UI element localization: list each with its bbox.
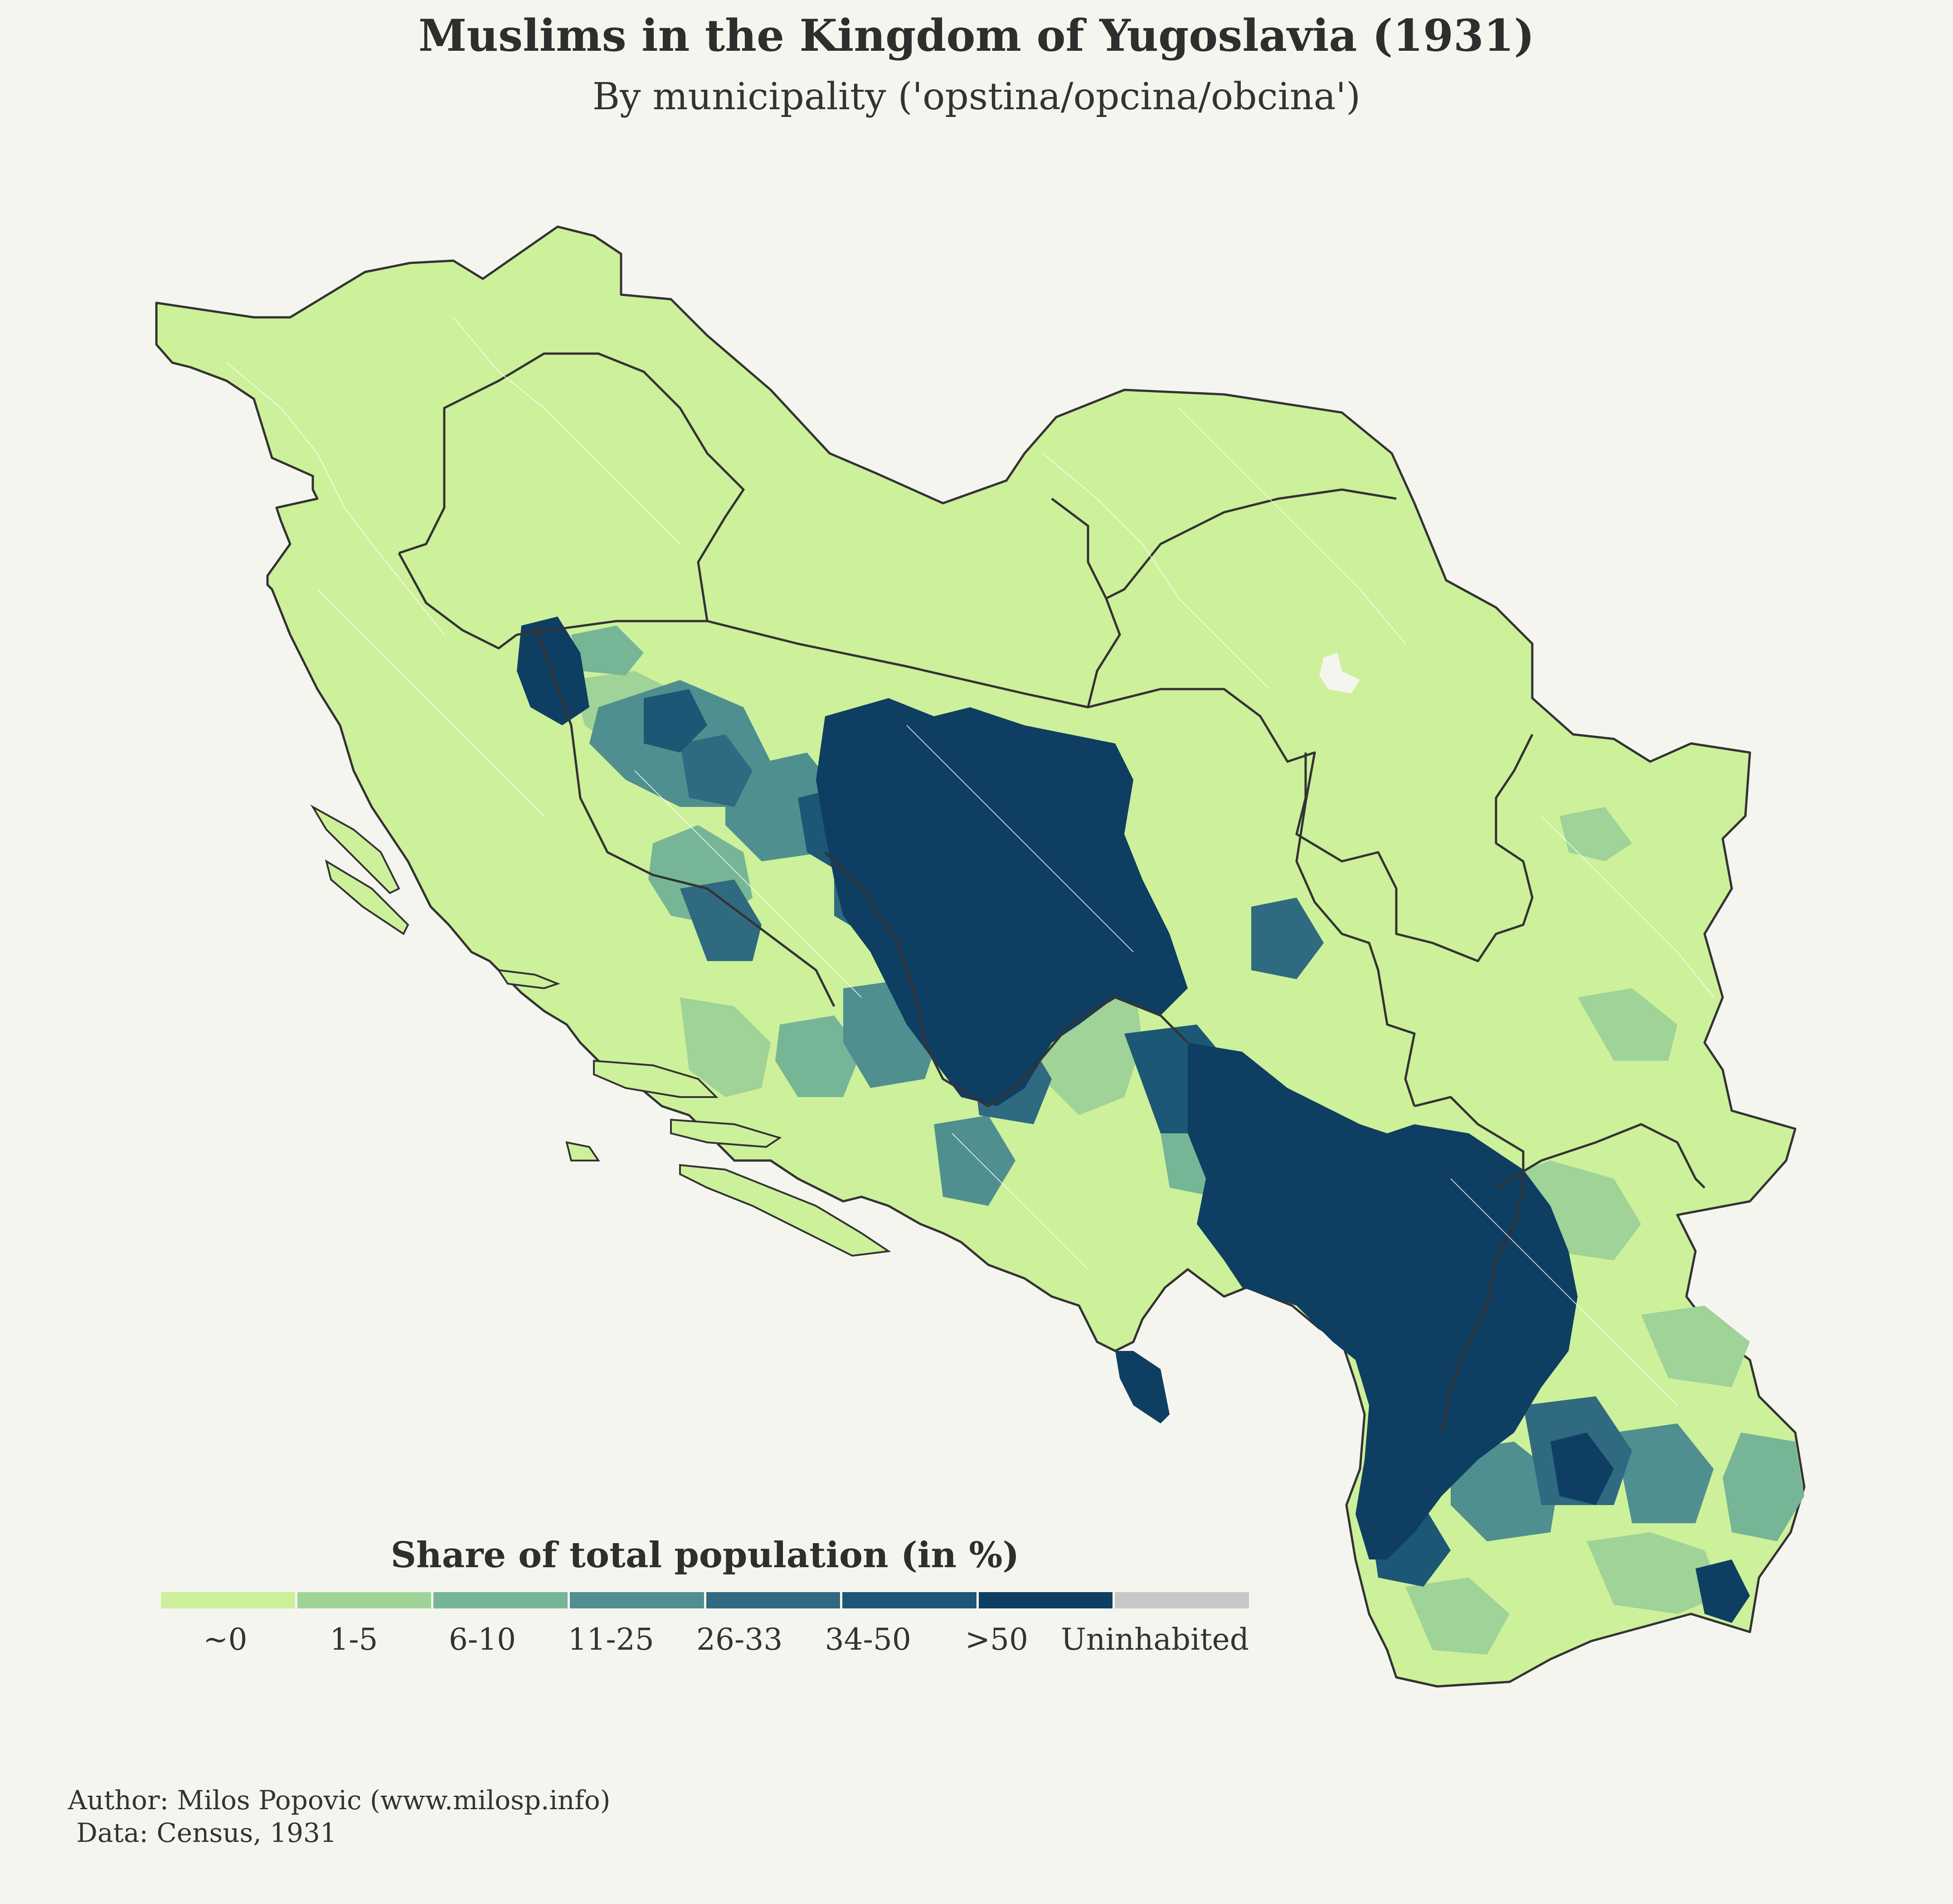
legend-label: ~0 — [203, 1622, 248, 1657]
legend-swatch — [569, 1592, 706, 1608]
legend-label: 34-50 — [825, 1622, 911, 1657]
legend-label: 11-25 — [568, 1622, 654, 1657]
legend-title: Share of total population (in %) — [390, 1535, 1020, 1576]
legend-swatch — [706, 1592, 843, 1608]
legend-color-bar — [161, 1592, 1249, 1608]
legend-swatch — [978, 1592, 1115, 1608]
data-source: Data: Census, 1931 — [68, 1817, 337, 1848]
legend-label: >50 — [965, 1622, 1028, 1657]
legend-label: 6-10 — [448, 1622, 516, 1657]
legend-label: 26-33 — [696, 1622, 783, 1657]
region-borders — [398, 352, 1705, 1433]
legend-swatch — [842, 1592, 979, 1608]
class-over-50-areas — [517, 617, 1750, 1623]
municipality-lines — [226, 317, 1714, 1406]
adriatic-islands — [310, 804, 891, 1257]
map-subtitle: By municipality ('opstina/opcina/obcina'… — [592, 75, 1361, 118]
legend-labels: ~0 1-5 6-10 11-25 26-33 34-50 >50 Uninha… — [161, 1622, 1249, 1657]
legend-swatch — [1115, 1592, 1249, 1608]
uninhabited-area — [1319, 653, 1360, 694]
legend-swatch — [161, 1592, 297, 1608]
caption: Author: Milos Popovic (www.milosp.info) … — [68, 1784, 610, 1849]
legend-swatch — [433, 1592, 570, 1608]
map-title: Muslims in the Kingdom of Yugoslavia (19… — [418, 10, 1535, 61]
legend-swatch — [297, 1592, 434, 1608]
choropleth-map — [155, 225, 1806, 1688]
legend-label: Uninhabited — [1061, 1622, 1249, 1657]
author-credit: Author: Milos Popovic (www.milosp.info) — [68, 1785, 611, 1816]
legend-label: 1-5 — [330, 1622, 378, 1657]
